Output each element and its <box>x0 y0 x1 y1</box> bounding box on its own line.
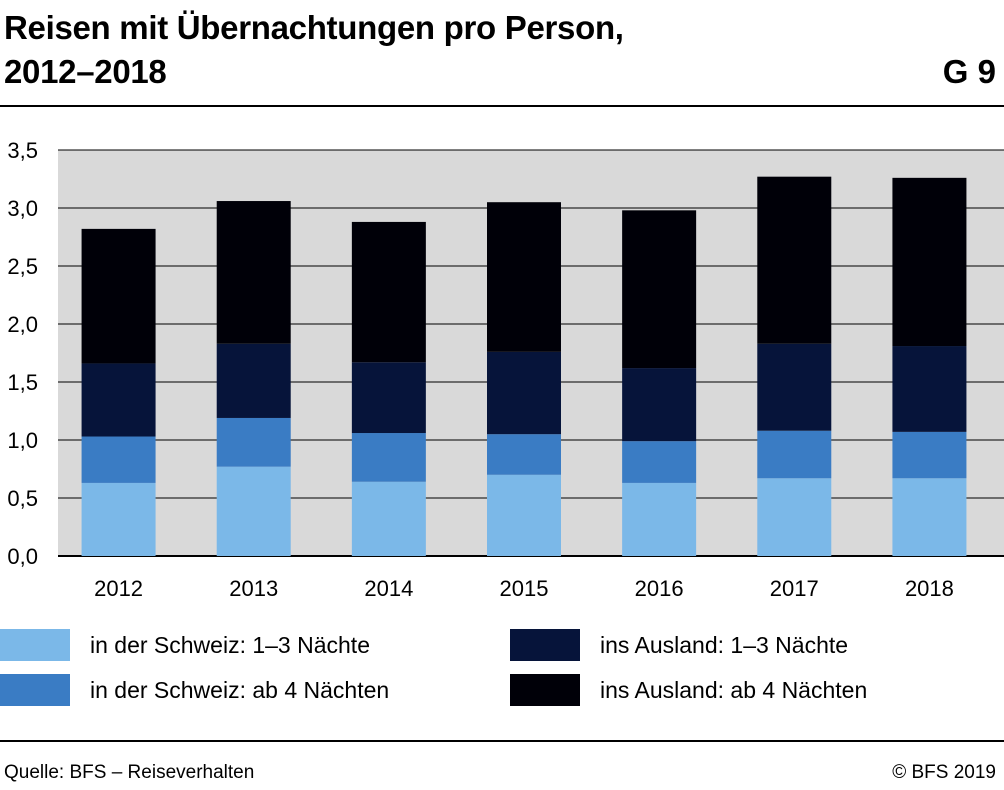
x-tick-label: 2015 <box>500 576 549 601</box>
x-tick-label: 2018 <box>905 576 954 601</box>
y-tick-label: 0,0 <box>7 544 38 569</box>
bar-segment <box>216 201 291 344</box>
bar-segment <box>351 362 426 434</box>
legend-swatch <box>0 674 70 706</box>
chart-title-line-1: Reisen mit Übernachtungen pro Person, <box>4 9 624 46</box>
bar-segment <box>351 433 426 482</box>
legend-label: ins Ausland: ab 4 Nächten <box>600 676 868 703</box>
legend-label: ins Ausland: 1–3 Nächte <box>600 631 849 658</box>
bar-segment <box>622 210 697 369</box>
y-tick-label: 2,0 <box>7 312 38 337</box>
x-tick-label: 2013 <box>229 576 278 601</box>
bar-segment <box>757 343 832 431</box>
bar-segment <box>487 434 561 475</box>
bar-segment <box>351 481 426 556</box>
y-tick-label: 0,5 <box>7 486 38 511</box>
stacked-bar-chart: 0,0 0,5 1,0 1,5 2,0 2,5 3,0 3,5 2012 2013 2014 2015… <box>7 138 1004 601</box>
bar-segment <box>757 430 832 479</box>
bar-segment <box>892 478 967 556</box>
legend-swatch <box>0 629 70 661</box>
bar-segment <box>487 202 561 352</box>
y-tick-label: 2,5 <box>7 254 38 279</box>
bar-segment <box>622 368 697 442</box>
bar-segment <box>892 346 967 432</box>
bar-segment <box>81 228 156 364</box>
legend-swatch <box>510 629 580 661</box>
bottom-divider <box>0 740 1004 742</box>
bar-segment <box>757 478 832 556</box>
legend-item: in der Schweiz: 1–3 Nächte <box>0 628 370 662</box>
bar-segment <box>351 221 426 363</box>
bar-segment <box>892 177 967 347</box>
x-tick-label: 2014 <box>364 576 413 601</box>
bar-segment <box>487 474 561 556</box>
y-tick-label: 1,5 <box>7 370 38 395</box>
bar-segment <box>216 343 291 418</box>
legend-label: in der Schweiz: ab 4 Nächten <box>90 676 390 703</box>
chart-title-line-2: 2012–2018 <box>4 53 167 90</box>
source-note: Quelle: BFS – Reiseverhalten <box>4 762 255 783</box>
legend-item: ins Ausland: ab 4 Nächten <box>510 673 867 707</box>
legend-swatch <box>510 674 580 706</box>
bar-segment <box>81 482 156 556</box>
y-tick-label: 3,5 <box>7 138 38 163</box>
y-tick-label: 1,0 <box>7 428 38 453</box>
bar-segment <box>757 176 832 344</box>
bar-segment <box>622 482 697 556</box>
legend-item: in der Schweiz: ab 4 Nächten <box>0 673 389 707</box>
copyright-note: © BFS 2019 <box>892 762 996 783</box>
bar-segment <box>622 441 697 483</box>
x-tick-label: 2017 <box>770 576 819 601</box>
x-tick-label: 2012 <box>94 576 143 601</box>
y-tick-label: 3,0 <box>7 196 38 221</box>
x-tick-label: 2016 <box>635 576 684 601</box>
legend-item: ins Ausland: 1–3 Nächte <box>510 628 848 662</box>
legend-label: in der Schweiz: 1–3 Nächte <box>90 631 370 658</box>
figure-id: G 9 <box>942 53 996 90</box>
bar-segment <box>216 466 291 556</box>
top-divider <box>0 105 1004 107</box>
chart-title: Reisen mit Übernachtungen pro Person, 20… <box>4 6 864 94</box>
bar-segment <box>216 417 291 467</box>
bar-segment <box>81 436 156 483</box>
bar-segment <box>892 431 967 479</box>
bar-segment <box>81 363 156 437</box>
bar-segment <box>487 351 561 435</box>
